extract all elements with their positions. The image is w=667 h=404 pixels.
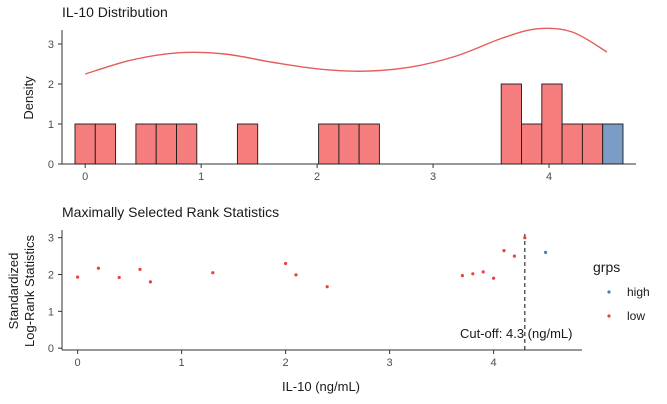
histogram-bar-8 [358,123,380,165]
legend-label-high: high [627,285,650,299]
histogram-bar-3 [155,123,177,165]
rank-stat-point-7 [294,273,298,277]
rank-stat-point-10 [471,272,475,276]
histogram-bar-13 [581,123,604,165]
rank-stat-title: Maximally Selected Rank Statistics [62,204,279,220]
histogram-bar-12 [561,123,583,165]
histogram-x-tick-label-0: 0 [82,171,88,183]
rank-stat-x-tick-label-0: 0 [75,357,81,369]
histogram-bar-9 [500,83,522,165]
density-curve [84,27,608,75]
rank-stat-point-3 [138,267,142,271]
rank-stat-point-16 [544,250,548,254]
histogram-panel: IL-10 Distribution Density 0 1 2 3 0 1 2 3 4 [21,4,636,183]
histogram-bar-7 [338,123,360,165]
rank-stat-y-tick-label-1: 1 [48,306,54,318]
histogram-y-tick-label-3: 3 [48,39,54,51]
histogram-bar-4 [176,123,198,165]
rank-stat-x-tick-label-3: 3 [387,357,393,369]
histogram-bar-2 [135,123,157,165]
rank-stat-panel: Maximally Selected Rank Statistics Stand… [6,204,582,394]
legend-marker-high [607,290,611,294]
histogram-bar-5 [236,123,259,165]
rank-stat-point-2 [117,275,121,280]
legend-label-low: low [627,309,645,323]
legend: grps high low [593,259,650,323]
histogram-x-tick-label-2: 2 [314,171,320,183]
rank-stat-x-tick-label-2: 2 [283,357,289,369]
histogram-bar-0 [74,123,96,165]
rank-stat-x-axis-label: IL-10 (ng/mL) [282,379,360,394]
histogram-y-tick-label-0: 0 [48,159,54,171]
rank-stat-point-0 [76,275,80,279]
rank-stat-point-15 [523,236,527,240]
rank-stat-y-ticks: 0 1 2 3 [48,233,62,355]
histogram-bar-10 [521,123,543,165]
rank-stat-y-label-line-1: Standardized [6,253,21,330]
histogram-y-tick-label-1: 1 [48,119,54,131]
histogram-y-axis-label: Density [21,76,36,120]
histogram-x-tick-label-4: 4 [546,171,552,183]
histogram-x-tick-label-3: 3 [430,171,436,183]
rank-stat-y-label-line-2: Log-Rank Statistics [22,235,37,347]
histogram-bar-11 [541,83,563,165]
histogram-x-tick-label-1: 1 [198,171,204,183]
rank-stat-x-tick-label-4: 4 [491,357,497,369]
rank-stat-y-tick-label-3: 3 [48,233,54,245]
rank-stat-x-tick-label-1: 1 [179,357,185,369]
rank-stat-point-12 [492,276,496,280]
histogram-y-ticks: 0 1 2 3 [48,39,62,171]
rank-stat-point-6 [284,261,288,266]
rank-stat-point-8 [325,285,329,289]
rank-stat-point-4 [148,280,152,284]
histogram-bar-1 [94,123,117,165]
rank-stat-points [76,236,548,289]
histogram-y-tick-label-2: 2 [48,79,54,91]
rank-stat-point-9 [460,274,464,278]
rank-stat-point-1 [96,266,100,270]
legend-title: grps [593,259,620,275]
histogram-bar-14 [602,123,624,165]
rank-stat-point-13 [502,249,506,253]
cutoff-label: Cut-off: 4.3 (ng/mL) [460,326,572,341]
rank-stat-point-5 [211,271,215,275]
histogram-bar-6 [318,123,340,165]
legend-marker-low [607,314,611,318]
rank-stat-x-ticks: 0 1 2 3 4 [75,350,497,369]
histogram-title: IL-10 Distribution [62,4,168,20]
histogram-bars [74,83,624,165]
rank-stat-point-14 [512,254,517,258]
rank-stat-y-tick-label-0: 0 [48,343,54,355]
rank-stat-y-tick-label-2: 2 [48,270,54,282]
rank-stat-point-11 [481,270,485,274]
histogram-x-ticks: 0 1 2 3 4 [82,164,552,183]
